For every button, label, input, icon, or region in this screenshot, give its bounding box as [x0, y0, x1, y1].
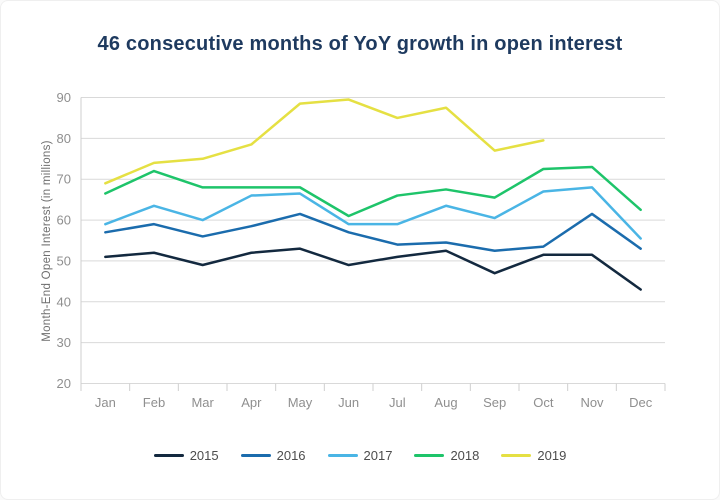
x-tick-label-nov: Nov: [580, 395, 604, 410]
y-tick-label-40: 40: [57, 294, 71, 309]
series-line-2017: [104, 186, 642, 240]
legend-item-2017: 2017: [327, 448, 393, 463]
y-tick-label-30: 30: [57, 335, 71, 350]
legend-item-2016: 2016: [240, 448, 306, 463]
x-tick-label-jan: Jan: [95, 395, 116, 410]
legend-item-2015: 2015: [153, 448, 219, 463]
x-tick-label-mar: Mar: [191, 395, 214, 410]
x-tick-label-jul: Jul: [389, 395, 406, 410]
legend-label-2017: 2017: [363, 448, 393, 463]
y-tick-label-70: 70: [57, 172, 71, 187]
series-line-2015: [104, 247, 642, 291]
y-tick-label-50: 50: [57, 253, 71, 268]
x-tick-label-jun: Jun: [338, 395, 359, 410]
x-tick-label-feb: Feb: [143, 395, 165, 410]
x-tick-label-sep: Sep: [483, 395, 506, 410]
y-tick-label-60: 60: [57, 213, 71, 228]
legend-swatch-2017: [327, 454, 358, 457]
chart-legend: 2015 2016 2017 2018 2019: [1, 448, 719, 463]
series-line-2016: [104, 212, 642, 252]
x-tick-label-dec: Dec: [629, 395, 653, 410]
legend-swatch-2016: [240, 454, 271, 457]
series-line-2018: [104, 165, 642, 218]
legend-swatch-2015: [153, 454, 184, 457]
legend-swatch-2019: [501, 454, 532, 457]
legend-item-2018: 2018: [414, 448, 479, 463]
x-tick-label-aug: Aug: [434, 395, 457, 410]
legend-label-2015: 2015: [189, 448, 219, 463]
x-tick-label-may: May: [288, 395, 313, 410]
chart-title: 46 consecutive months of YoY growth in o…: [97, 33, 623, 55]
legend-label-2019: 2019: [537, 448, 567, 463]
legend-item-2019: 2019: [501, 448, 566, 463]
series-line-2019: [104, 98, 545, 185]
y-tick-label-20: 20: [57, 376, 71, 391]
x-tick-label-apr: Apr: [241, 395, 262, 410]
legend-swatch-2018: [414, 454, 445, 457]
legend-label-2016: 2016: [276, 448, 306, 463]
y-tick-label-80: 80: [57, 131, 71, 146]
x-tick-label-oct: Oct: [533, 395, 554, 410]
y-tick-label-90: 90: [57, 90, 71, 105]
legend-label-2018: 2018: [450, 448, 480, 463]
